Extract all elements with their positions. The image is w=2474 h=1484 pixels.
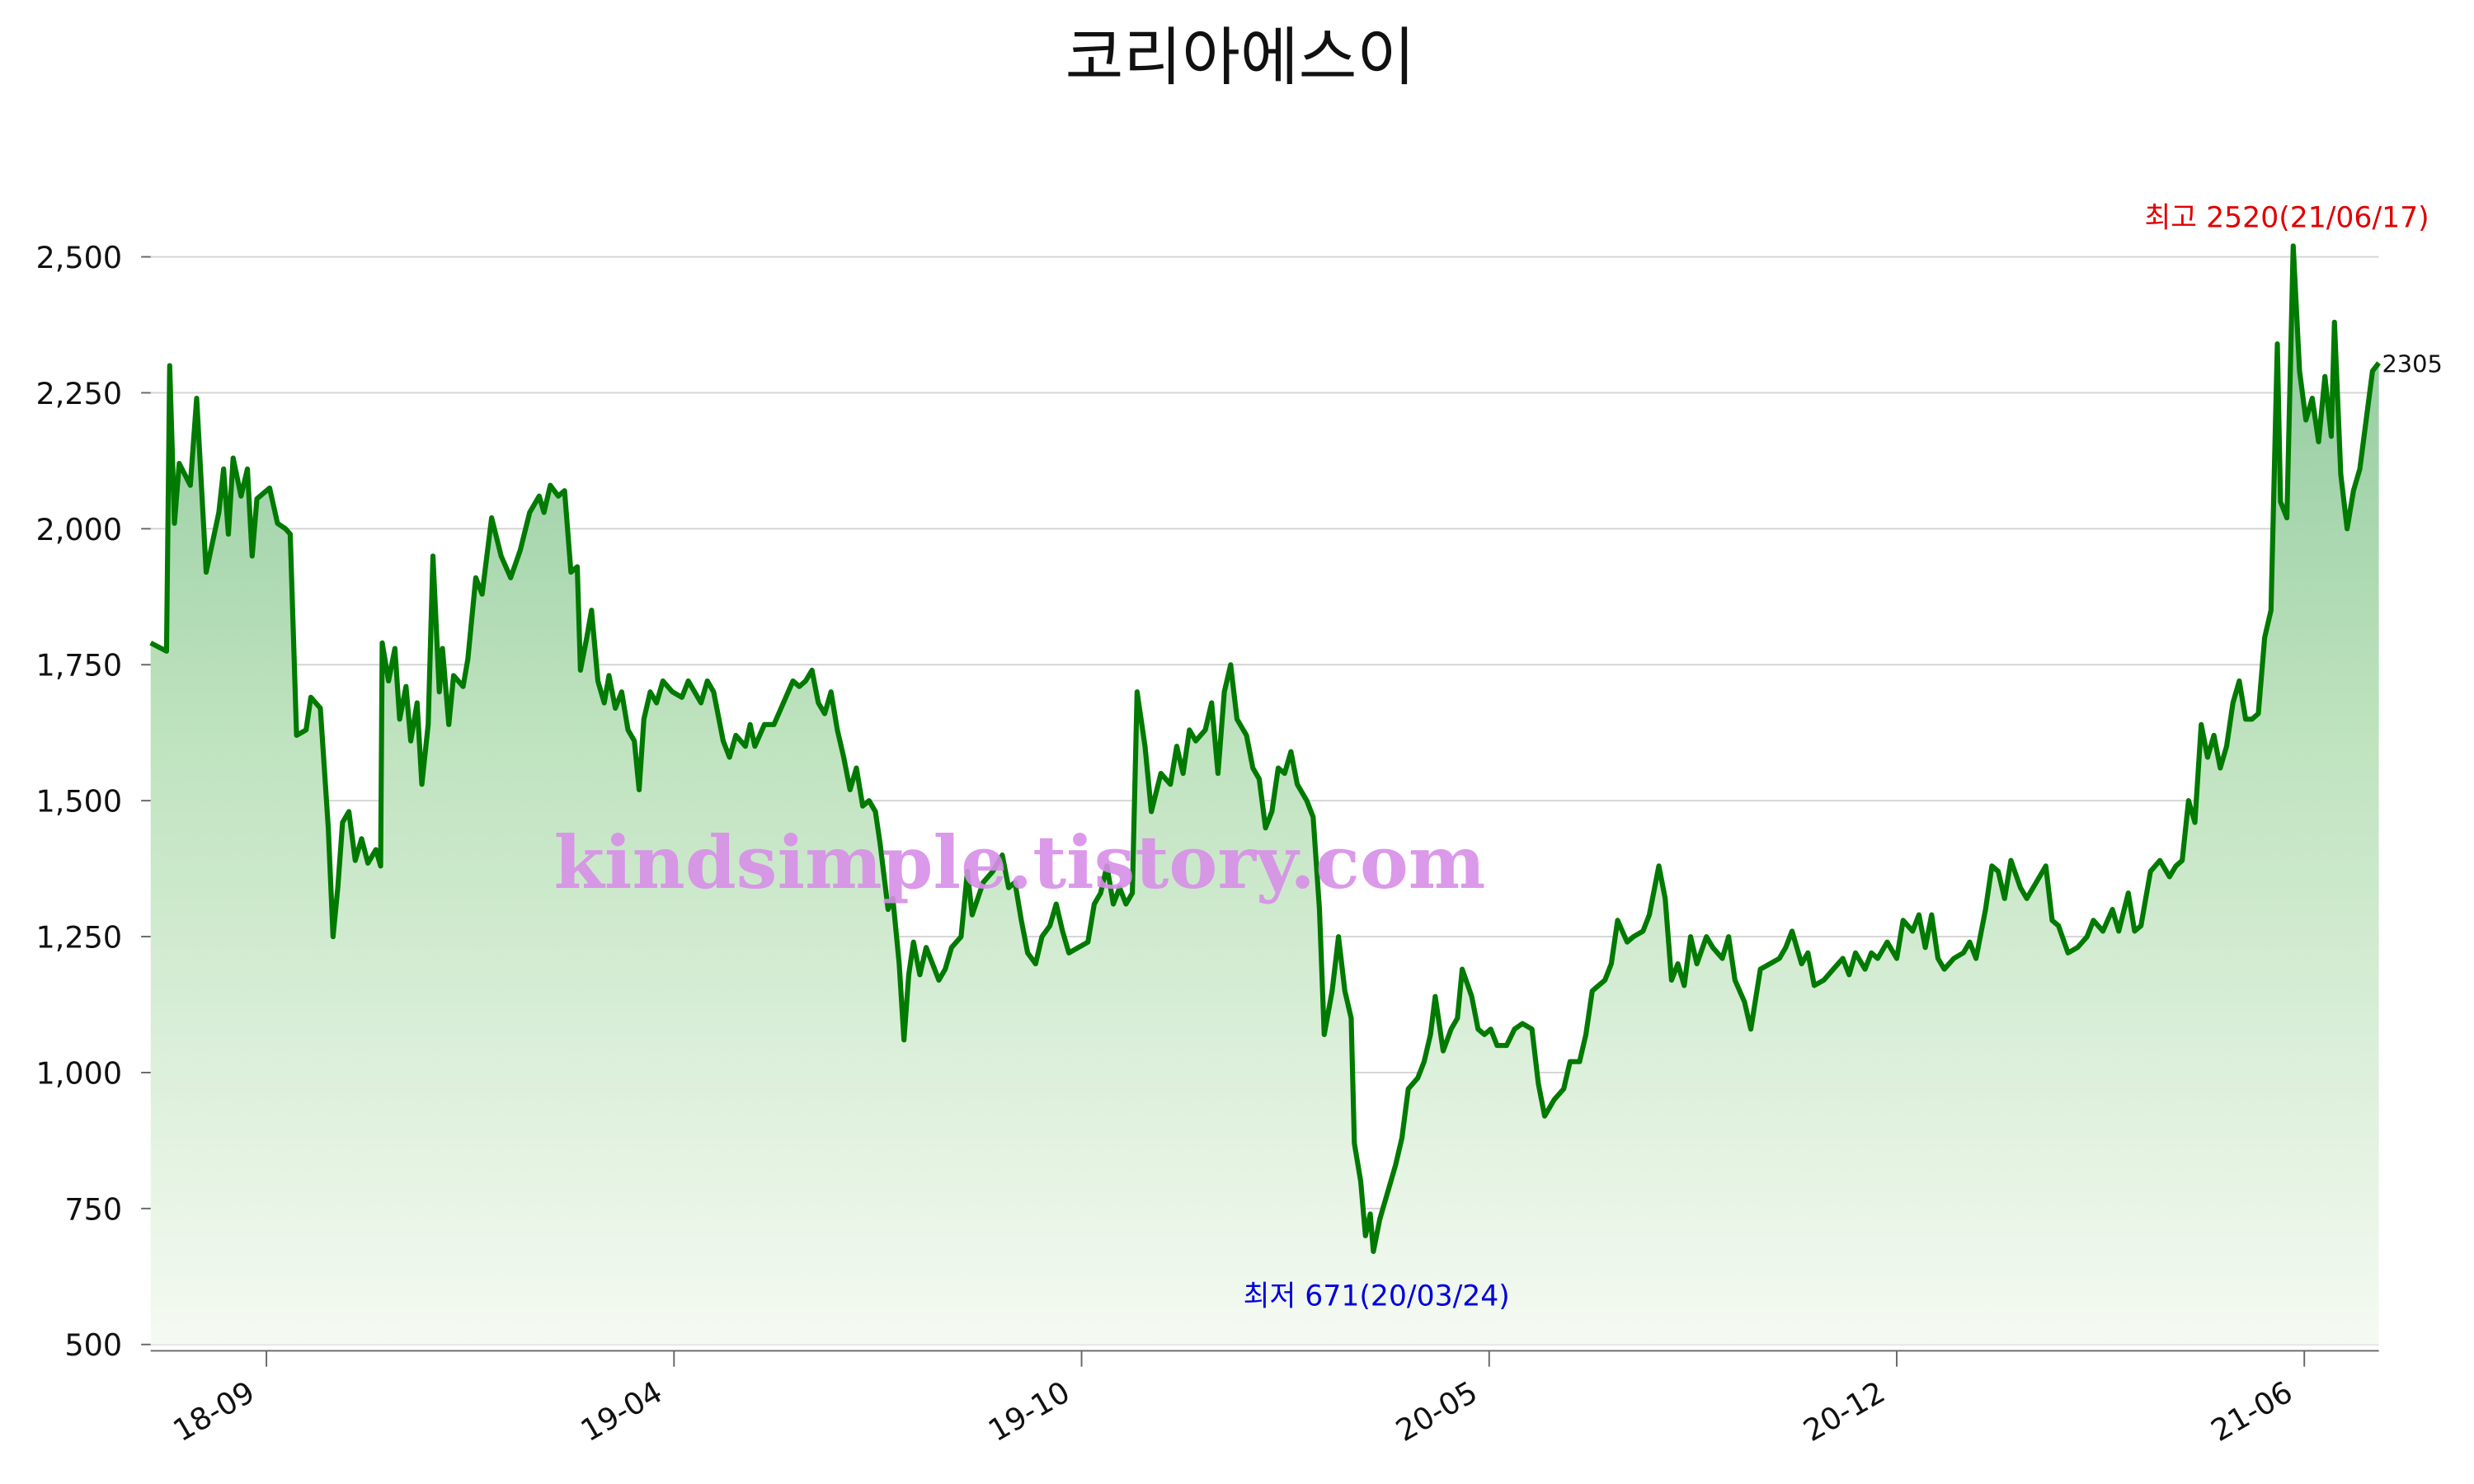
y-tick-label: 2,000 xyxy=(36,512,123,547)
y-tick-label: 1,500 xyxy=(36,784,123,819)
y-tick-label: 1,750 xyxy=(36,648,123,683)
area xyxy=(150,246,2379,1345)
high-annotation: 최고 2520(21/06/17) xyxy=(2144,201,2429,234)
y-tick-label: 2,500 xyxy=(36,240,123,275)
y-tick-label: 2,250 xyxy=(36,376,123,411)
y-tick-label: 1,000 xyxy=(36,1055,123,1091)
x-tick-label: 19-04 xyxy=(575,1374,668,1449)
last-value-label: 2305 xyxy=(2382,350,2442,378)
x-tick-label: 18-09 xyxy=(167,1374,261,1449)
watermark: kindsimple.tistory.com xyxy=(554,819,1486,905)
x-tick-label: 20-05 xyxy=(1390,1374,1483,1449)
line xyxy=(149,243,2382,1254)
y-tick-label: 500 xyxy=(64,1327,122,1363)
x-tick-label: 19-10 xyxy=(982,1374,1075,1449)
x-tick-label: 21-06 xyxy=(2205,1374,2298,1449)
x-tick-label: 20-12 xyxy=(1798,1374,1891,1449)
low-annotation: 최저 671(20/03/24) xyxy=(1244,1280,1510,1313)
y-tick-label: 750 xyxy=(64,1191,122,1227)
y-tick-label: 1,250 xyxy=(36,920,123,956)
chart-title: 코리아에스이 xyxy=(1065,21,1416,95)
